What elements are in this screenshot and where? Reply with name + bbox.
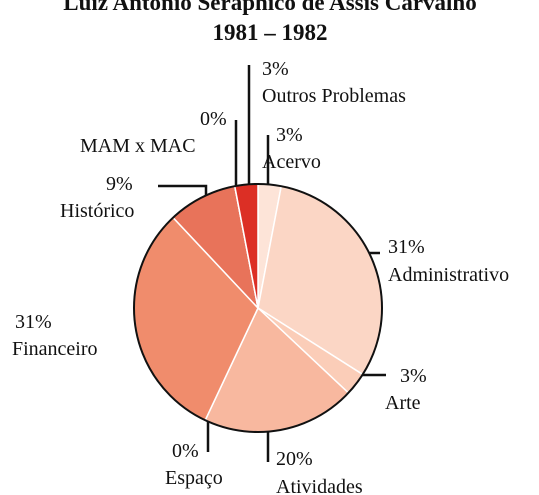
legend-label: Outros Problemas [262,85,406,107]
data-label: 9% [106,173,133,195]
legend-label: MAM x MAC [80,135,196,157]
data-label: 31% [388,236,425,258]
legend-label: Espaço [165,467,223,489]
chart-subtitle: 1981 – 1982 [213,20,328,45]
legend-label: Acervo [262,151,321,173]
data-label: 3% [262,58,289,80]
data-label: 3% [276,124,303,146]
data-label: 3% [400,365,427,387]
legend-label: Histórico [60,200,134,222]
chart-title: Luiz Antônio Seraphico de Assis Carvalho [63,0,476,15]
legend-label: Administrativo [388,264,509,286]
data-label: 0% [200,108,227,130]
pie [133,183,383,433]
data-label: 0% [172,440,199,462]
legend-label: Atividades [276,476,363,495]
legend-label: Arte [385,392,421,414]
data-label: 31% [15,311,52,333]
data-label: 20% [276,448,313,470]
legend-label: Financeiro [12,338,98,360]
pie-outline [133,183,383,433]
